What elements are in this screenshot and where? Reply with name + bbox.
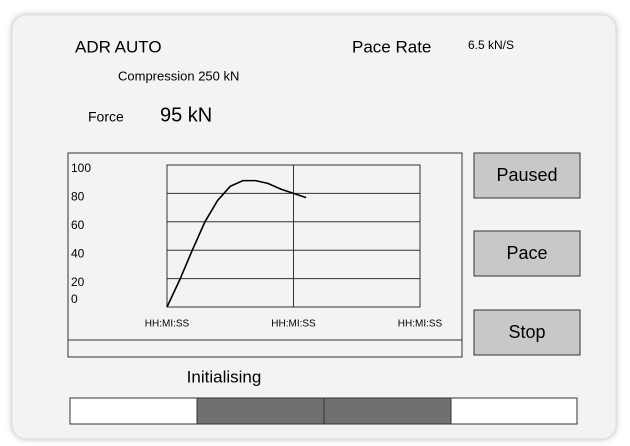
chart: 0 20 40 60 80 100 HH:MI:SS HH:MI:SS HH:MI:SS <box>71 161 443 329</box>
x-tick-label: HH:MI:SS <box>271 319 316 330</box>
compression: Compression 250 kN <box>118 68 239 83</box>
y-tick-label: 80 <box>71 190 85 204</box>
chart-frame <box>67 152 463 358</box>
button[interactable]: Stop <box>473 309 581 356</box>
y-tick-label: 40 <box>71 246 85 260</box>
force-value: 95 kN <box>160 104 212 126</box>
panel <box>11 14 617 440</box>
y-tick-label: 60 <box>71 218 85 232</box>
button-label[interactable]: Paused <box>496 165 557 185</box>
button-face[interactable] <box>473 152 581 199</box>
mode: ADR AUTO <box>75 37 162 56</box>
y-tick-label: 0 <box>71 292 78 306</box>
force-label: Force <box>88 109 124 125</box>
buttons: Paused Pace Stop <box>473 152 581 356</box>
x-tick-label: HH:MI:SS <box>398 319 443 330</box>
status: Initialising <box>187 367 262 386</box>
force-line <box>166 179 307 308</box>
button-label[interactable]: Pace <box>506 243 547 263</box>
pace-rate-value: 6.5 kN/S <box>468 38 514 52</box>
y-tick-label: 20 <box>71 275 85 289</box>
x-tick-label: HH:MI:SS <box>145 319 190 330</box>
button-face[interactable] <box>473 309 581 356</box>
button[interactable]: Pace <box>473 230 581 277</box>
button-face[interactable] <box>473 230 581 277</box>
pace-rate-label: Pace Rate <box>352 37 431 56</box>
y-tick-label: 100 <box>71 161 91 175</box>
button-label[interactable]: Stop <box>508 322 545 342</box>
button[interactable]: Paused <box>473 152 581 199</box>
